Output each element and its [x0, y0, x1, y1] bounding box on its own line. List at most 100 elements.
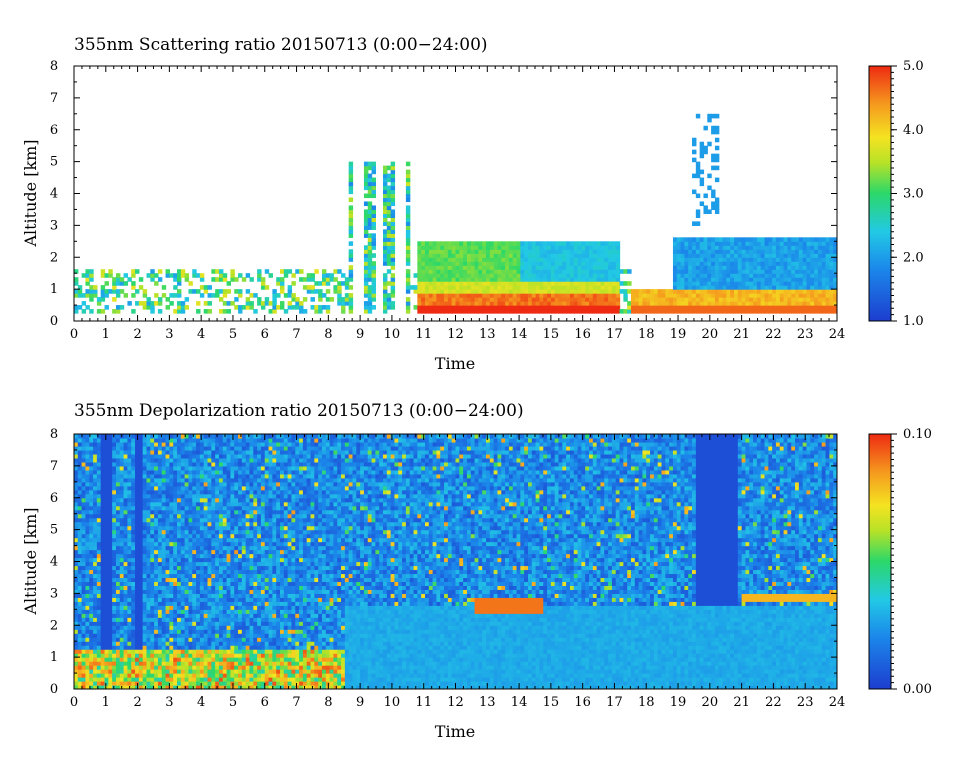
heatmap-cell — [826, 297, 830, 302]
heatmap-cell — [105, 482, 109, 487]
heatmap-cell — [169, 637, 173, 642]
heatmap-cell — [200, 629, 204, 634]
heatmap-cell — [372, 217, 376, 222]
heatmap-cell — [143, 474, 147, 479]
heatmap-cell — [146, 562, 150, 567]
heatmap-cell — [192, 530, 196, 535]
heatmap-cell — [539, 253, 543, 258]
heatmap-cell — [154, 653, 158, 658]
heatmap-cell — [108, 649, 112, 654]
heatmap-cell — [517, 257, 521, 262]
heatmap-cell — [368, 194, 372, 199]
heatmap-cell — [74, 289, 78, 294]
heatmap-cell — [703, 285, 707, 290]
heatmap-cell — [417, 273, 421, 278]
heatmap-cell — [368, 186, 372, 191]
heatmap-cell — [829, 273, 833, 278]
heatmap-cell — [154, 281, 158, 286]
heatmap-cell — [703, 301, 707, 306]
heatmap-cell — [105, 470, 109, 475]
heatmap-cell — [707, 301, 711, 306]
heatmap-cell — [421, 253, 425, 258]
heatmap-cell — [497, 273, 501, 278]
heatmap-cell — [368, 277, 372, 282]
heatmap-cell — [829, 305, 833, 310]
heatmap-cell — [284, 293, 288, 298]
heatmap-cell — [806, 237, 810, 242]
heatmap-cell — [196, 546, 200, 551]
heatmap-cell — [120, 474, 124, 479]
heatmap-cell — [791, 309, 795, 314]
heatmap-cell — [303, 285, 307, 290]
heatmap-cell — [139, 593, 143, 598]
heatmap-cell — [761, 301, 765, 306]
heatmap-cell — [822, 241, 826, 246]
heatmap-cell — [349, 229, 353, 234]
heatmap-cell — [452, 265, 456, 270]
heatmap-cell — [631, 301, 635, 306]
heatmap-cell — [166, 446, 170, 451]
heatmap-cell — [520, 245, 524, 250]
heatmap-cell — [555, 289, 559, 294]
heatmap-cell — [391, 249, 395, 254]
heatmap-cell — [93, 573, 97, 578]
heatmap-cell — [131, 293, 135, 298]
heatmap-cell — [669, 309, 673, 314]
heatmap-cell — [112, 661, 116, 666]
heatmap-cell — [143, 565, 147, 570]
heatmap-cell — [85, 277, 89, 282]
heatmap-cell — [135, 585, 139, 590]
heatmap-cell — [452, 277, 456, 282]
heatmap-cell — [93, 661, 97, 666]
heatmap-cell — [89, 677, 93, 682]
heatmap-cell — [368, 293, 372, 298]
heatmap-cell — [89, 546, 93, 551]
heatmap-cell — [581, 301, 585, 306]
heatmap-cell — [528, 293, 532, 298]
heatmap-cell — [105, 434, 109, 439]
heatmap-cell — [200, 677, 204, 682]
heatmap-cell — [200, 669, 204, 674]
heatmap-cell — [139, 565, 143, 570]
heatmap-cell — [196, 581, 200, 586]
heatmap-cell — [131, 629, 135, 634]
heatmap-cell — [181, 613, 185, 618]
heatmap-cell — [146, 514, 150, 519]
heatmap-cell — [551, 257, 555, 262]
heatmap-cell — [85, 502, 89, 507]
heatmap-cell — [116, 518, 120, 523]
heatmap-cell — [349, 233, 353, 238]
heatmap-cell — [696, 241, 700, 246]
heatmap-cell — [192, 470, 196, 475]
heatmap-cell — [139, 681, 143, 686]
heatmap-cell — [146, 434, 150, 439]
heatmap-cell — [543, 293, 547, 298]
heatmap-cell — [188, 617, 192, 622]
heatmap-cell — [135, 498, 139, 503]
heatmap-cell — [177, 446, 181, 451]
heatmap-cell — [93, 613, 97, 618]
heatmap-cell — [383, 249, 387, 254]
heatmap-cell — [89, 273, 93, 278]
heatmap-cell — [124, 542, 128, 547]
heatmap-cell — [726, 297, 730, 302]
heatmap-cell — [806, 241, 810, 246]
heatmap-cell — [337, 285, 341, 290]
heatmap-cell — [181, 518, 185, 523]
heatmap-cell — [566, 265, 570, 270]
heatmap-cell — [188, 653, 192, 658]
heatmap-cell — [105, 625, 109, 630]
heatmap-cell — [391, 194, 395, 199]
heatmap-cell — [791, 265, 795, 270]
heatmap-cell — [166, 305, 170, 310]
heatmap-cell — [131, 601, 135, 606]
heatmap-cell — [642, 305, 646, 310]
heatmap-cell — [761, 305, 765, 310]
heatmap-cell — [765, 253, 769, 258]
heatmap-cell — [543, 289, 547, 294]
heatmap-cell — [177, 514, 181, 519]
heatmap-cell — [723, 297, 727, 302]
heatmap-cell — [173, 446, 177, 451]
heatmap-cell — [158, 585, 162, 590]
heatmap-cell — [391, 174, 395, 179]
